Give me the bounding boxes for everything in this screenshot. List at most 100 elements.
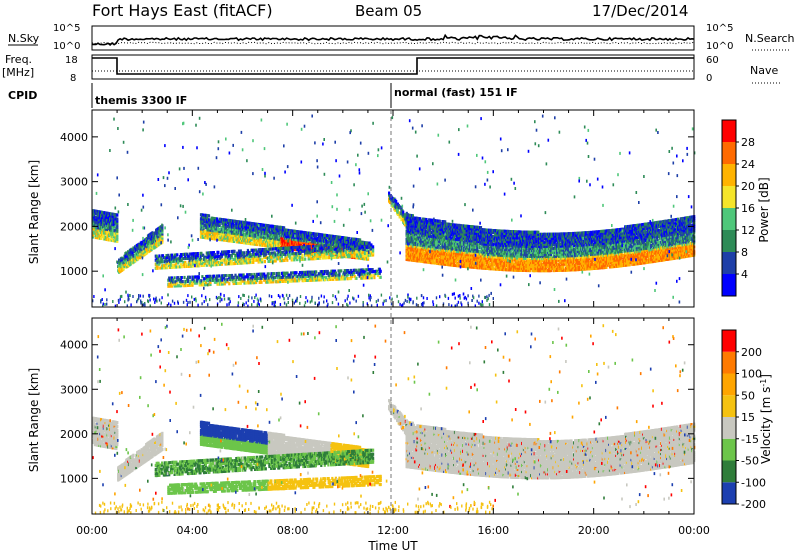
echo-cell — [116, 217, 119, 221]
echo-cell — [100, 236, 103, 240]
echo-cell — [136, 257, 140, 261]
echo-cell — [208, 234, 211, 238]
echo-cell — [107, 211, 110, 216]
echo-cell — [213, 223, 216, 227]
echo-cell — [114, 215, 117, 219]
echo-cell — [110, 224, 113, 228]
echo-cell — [109, 220, 112, 224]
echo-cell — [221, 238, 224, 242]
echo-cell — [101, 234, 104, 239]
echo-cell — [199, 229, 203, 233]
echo-cell — [134, 259, 137, 263]
echo-cell — [188, 275, 191, 279]
echo-cell — [224, 234, 228, 238]
nave-tick-bottom: 0 — [706, 73, 712, 84]
beam-label: Beam 05 — [355, 2, 422, 20]
freq-tick-top: 18 — [65, 55, 78, 66]
echo-cell — [103, 237, 106, 241]
nsky-tick-top: 10^5 — [53, 23, 80, 34]
echo-cell — [208, 232, 211, 236]
echo-cell — [224, 220, 227, 224]
echo-cell — [212, 231, 215, 235]
echo-cell — [221, 222, 224, 226]
echo-cell — [96, 216, 99, 220]
echo-cell — [116, 235, 119, 239]
echo-cell — [315, 270, 318, 274]
nsky-strip — [91, 25, 695, 51]
echo-cell — [161, 232, 164, 236]
echo-cell — [99, 234, 102, 238]
echo-cell — [223, 238, 226, 242]
echo-cell — [138, 256, 141, 260]
nave-tick-top: 60 — [706, 55, 719, 66]
echo-cell — [104, 229, 107, 233]
freq-unit: [MHz] — [2, 66, 34, 79]
echo-cell — [308, 245, 311, 249]
echo-cell — [109, 238, 112, 242]
echo-cell — [109, 218, 113, 222]
echo-cell — [206, 216, 209, 220]
echo-cell — [226, 234, 229, 239]
power-data-cells — [92, 114, 696, 308]
echo-cell — [147, 235, 150, 239]
echo-cell — [202, 235, 205, 239]
echo-cell — [100, 214, 103, 218]
nave-label: Nave — [750, 64, 778, 77]
echo-cell — [95, 209, 98, 213]
echo-cell — [116, 227, 119, 231]
echo-cell — [112, 218, 115, 223]
echo-cell — [98, 216, 101, 220]
echo-cell — [228, 282, 231, 286]
echo-cell — [206, 230, 209, 234]
echo-cell — [110, 236, 113, 240]
nsearch-label: N.Search — [745, 32, 795, 45]
echo-cell — [230, 229, 233, 233]
freq-series — [92, 57, 694, 75]
echo-cell — [219, 236, 222, 240]
echo-cell — [114, 239, 117, 243]
echo-cell — [116, 213, 119, 217]
echo-cell — [114, 233, 117, 237]
echo-cell — [97, 228, 100, 232]
echo-cell — [96, 222, 99, 226]
freq-strip — [91, 54, 695, 80]
echo-cell — [220, 226, 223, 230]
echo-cell — [263, 260, 266, 264]
station-title: Fort Hays East (fitACF) — [92, 1, 273, 20]
echo-cell — [213, 225, 216, 229]
echo-cell — [278, 271, 281, 276]
echo-cell — [224, 230, 227, 234]
echo-cell — [106, 229, 109, 234]
echo-cell — [203, 233, 206, 237]
echo-cell — [215, 217, 219, 221]
echo-cell — [370, 274, 373, 278]
echo-cell — [267, 272, 270, 276]
echo-cell — [228, 221, 231, 225]
echo-cell — [102, 225, 105, 229]
echo-cell — [201, 213, 204, 217]
echo-cell — [224, 232, 228, 236]
echo-cell — [151, 243, 154, 247]
echo-cell — [304, 257, 307, 261]
nsearch-tick-top: 10^5 — [706, 23, 733, 34]
echo-cell — [116, 239, 119, 243]
echo-cell — [207, 214, 211, 218]
echo-cell — [108, 230, 111, 234]
echo-cell — [112, 227, 115, 231]
echo-cell — [106, 235, 109, 240]
echo-cell — [219, 238, 222, 242]
echo-cell — [114, 229, 117, 233]
echo-cell — [112, 220, 115, 225]
cpid-label: CPID — [8, 89, 37, 102]
echo-cell — [109, 232, 113, 236]
echo-cell — [228, 250, 231, 254]
echo-cell — [123, 264, 126, 268]
echo-cell — [355, 276, 358, 280]
echo-cell — [113, 223, 116, 227]
echo-cell — [161, 230, 164, 234]
echo-cell — [161, 228, 164, 232]
echo-cell — [101, 210, 104, 214]
echo-cell — [116, 225, 119, 229]
